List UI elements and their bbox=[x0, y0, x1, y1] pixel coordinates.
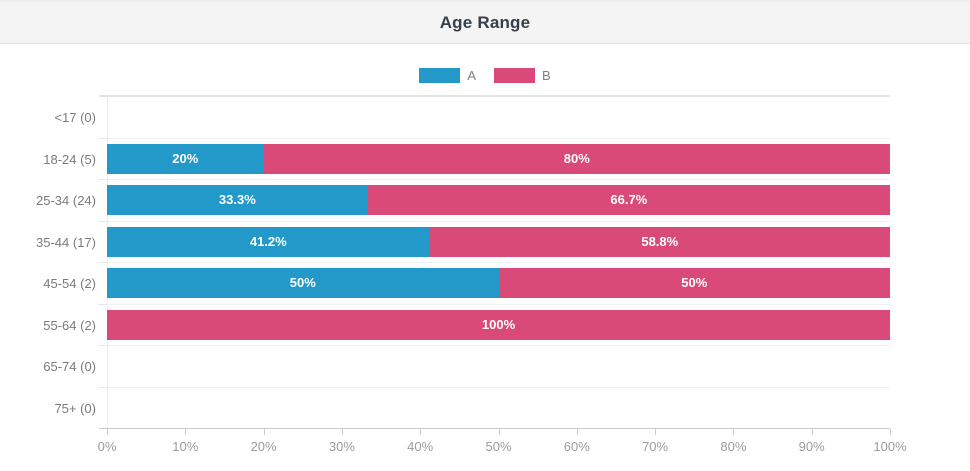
x-axis-tick bbox=[341, 429, 343, 435]
x-axis-tick bbox=[263, 429, 265, 435]
x-axis-tick-label: 60% bbox=[563, 439, 590, 454]
x-axis-tick bbox=[498, 429, 500, 435]
bar-segment-b[interactable]: 66.7% bbox=[367, 185, 890, 216]
chart-row: 35-44 (17) 41.2% 58.8% bbox=[0, 222, 970, 263]
bar-segment-a[interactable]: 20% bbox=[107, 143, 264, 174]
legend-item-a[interactable]: A bbox=[419, 68, 476, 83]
plot-top-border bbox=[99, 95, 890, 97]
bar-segment-b[interactable]: 50% bbox=[498, 268, 890, 299]
y-axis-label: 55-64 (2) bbox=[43, 317, 96, 333]
x-axis-tick-label: 90% bbox=[798, 439, 825, 454]
x-axis-tick-label: 0% bbox=[97, 439, 117, 454]
bar-track: 50% 50% bbox=[99, 263, 890, 305]
x-axis-tick-label: 30% bbox=[328, 439, 355, 454]
bar-track bbox=[99, 97, 890, 139]
page-title: Age Range bbox=[439, 12, 531, 32]
x-axis-tick-label: 80% bbox=[720, 439, 747, 454]
legend-label: A bbox=[467, 68, 476, 83]
y-axis-line bbox=[107, 97, 108, 429]
x-axis-tick-label: 10% bbox=[172, 439, 199, 454]
legend-item-b[interactable]: B bbox=[494, 68, 551, 83]
legend-swatch-icon bbox=[494, 68, 535, 83]
chart-row: 75+ (0) bbox=[0, 388, 970, 429]
x-axis-tick bbox=[890, 429, 891, 435]
x-axis: 0% 10% 20% 30% 40% 50% 60% 70% 80% 90% 100% bbox=[0, 429, 970, 463]
bar-segment-a[interactable]: 41.2% bbox=[107, 226, 430, 257]
bar-segment-b[interactable]: 80% bbox=[263, 143, 890, 174]
x-axis-tick bbox=[420, 429, 422, 435]
y-axis-label: 45-54 (2) bbox=[43, 276, 96, 291]
x-axis-tick bbox=[107, 429, 108, 435]
bar-track: 41.2% 58.8% bbox=[99, 222, 890, 263]
x-axis-tick-label: 100% bbox=[873, 439, 907, 454]
chart-row: 18-24 (5) 20% 80% bbox=[0, 139, 970, 180]
bar-track: 100% bbox=[99, 305, 890, 346]
chart-row: 65-74 (0) bbox=[0, 346, 970, 388]
x-axis-tick-label: 20% bbox=[250, 439, 277, 454]
bar-segment-a[interactable]: 33.3% bbox=[107, 185, 368, 216]
chart-row: <17 (0) bbox=[0, 97, 970, 139]
chart-row: 55-64 (2) 100% bbox=[0, 305, 970, 346]
bar-track bbox=[99, 346, 890, 388]
x-axis-tick-label: 50% bbox=[485, 439, 512, 454]
bar-segment-a[interactable]: 50% bbox=[107, 268, 499, 299]
y-axis-label: 35-44 (17) bbox=[36, 234, 96, 250]
chart-header: Age Range bbox=[0, 0, 970, 44]
y-axis-label: 65-74 (0) bbox=[43, 359, 96, 374]
legend-swatch-icon bbox=[419, 68, 461, 83]
y-axis-label: 18-24 (5) bbox=[43, 151, 96, 167]
bar-chart: <17 (0) 18-24 (5) 20% 80% 25-34 (24) 33.3% 66.… bbox=[0, 95, 970, 429]
bar-segment-b[interactable]: 58.8% bbox=[429, 226, 890, 257]
y-axis-label: 75+ (0) bbox=[54, 400, 96, 416]
bar-track: 20% 80% bbox=[99, 139, 890, 180]
x-axis-tick bbox=[185, 429, 187, 435]
chart-row: 25-34 (24) 33.3% 66.7% bbox=[0, 180, 970, 222]
y-axis-label: <17 (0) bbox=[54, 110, 96, 125]
x-axis-tick-label: 70% bbox=[642, 439, 669, 454]
x-axis-tick bbox=[655, 429, 657, 435]
bar-segment-b[interactable]: 100% bbox=[107, 309, 890, 340]
x-axis-tick bbox=[733, 429, 735, 435]
y-axis-label: 25-34 (24) bbox=[36, 193, 96, 208]
bar-track bbox=[99, 388, 890, 429]
chart-row: 45-54 (2) 50% 50% bbox=[0, 263, 970, 305]
legend-label: B bbox=[542, 68, 551, 83]
x-axis-tick bbox=[811, 429, 813, 435]
bar-track: 33.3% 66.7% bbox=[99, 180, 890, 222]
x-axis-tick-label: 40% bbox=[407, 439, 434, 454]
x-axis-tick bbox=[576, 429, 578, 435]
